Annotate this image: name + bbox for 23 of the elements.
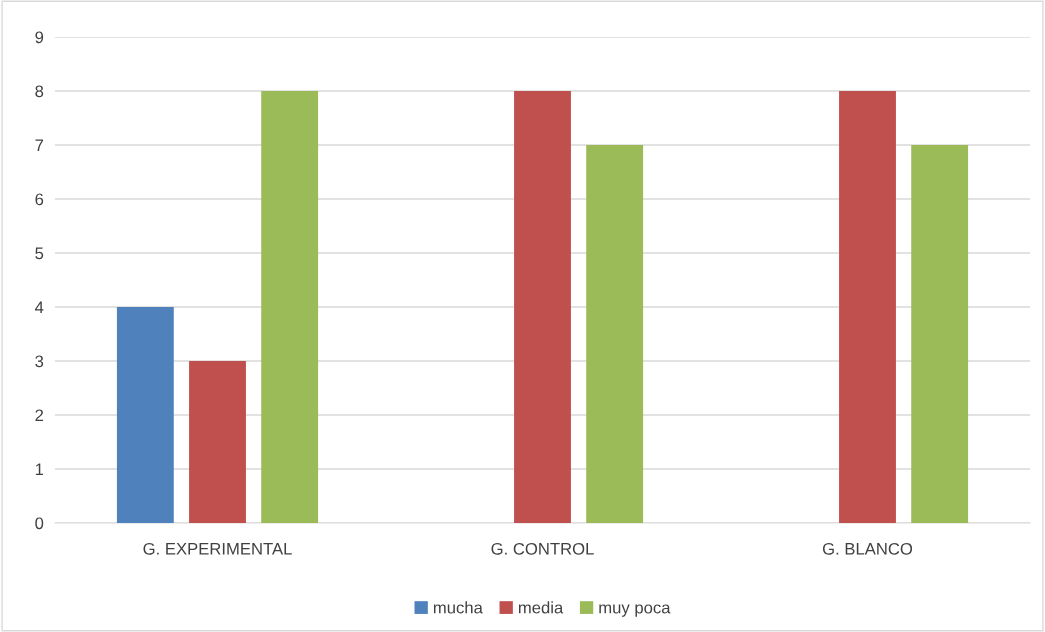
y-tick-label: 6: [35, 193, 44, 206]
y-tick-label: 9: [35, 31, 44, 44]
bar: [189, 361, 246, 523]
bar: [586, 145, 644, 523]
y-tick-label: 3: [35, 355, 44, 368]
bar: [514, 91, 571, 523]
legend-label: mucha: [433, 601, 483, 614]
bar: [839, 91, 896, 523]
x-tick-label: G. CONTROL: [491, 542, 594, 555]
legend-label: muy poca: [599, 604, 671, 617]
bar: [911, 145, 969, 523]
y-tick-label: 5: [35, 247, 44, 260]
y-tick-label: 2: [35, 409, 44, 422]
y-tick-label: 8: [35, 85, 44, 98]
y-tick-label: 7: [35, 139, 44, 152]
x-tick-label: G. BLANCO: [822, 542, 913, 555]
y-tick-label: 0: [35, 517, 44, 530]
x-tick-label: G. EXPERIMENTAL: [143, 542, 292, 555]
bar: [116, 307, 174, 523]
y-tick-label: 1: [35, 463, 44, 476]
bar: [261, 91, 319, 523]
y-tick-label: 4: [35, 301, 44, 314]
legend-label: media: [518, 601, 564, 614]
